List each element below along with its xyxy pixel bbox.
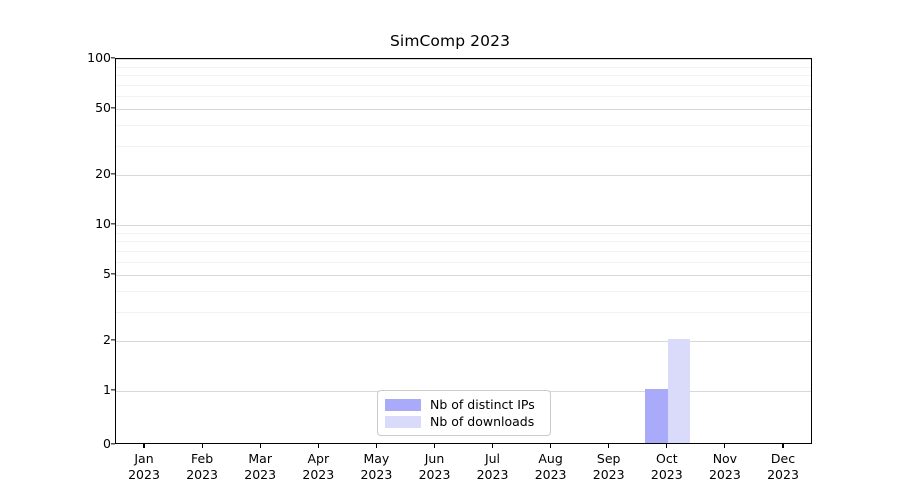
x-axis-tick-label: Feb 2023 [167,451,237,483]
x-axis-tick-mark [666,444,668,448]
x-axis-tick-mark [317,444,319,448]
x-axis-tick-month: Oct [655,451,678,466]
x-axis-tick-month: Mar [248,451,272,466]
y-axis-tick-mark [111,223,115,225]
x-axis-tick-label: Apr 2023 [283,451,353,483]
y-axis-tick-mark [111,339,115,341]
legend-item-downloads: Nb of downloads [385,413,542,430]
x-axis-tick-mark [143,444,145,448]
gridline [116,95,811,97]
gridline [116,250,811,252]
x-axis-tick-mark [491,444,494,448]
gridline [116,291,811,292]
y-axis-tick-mark [111,389,115,391]
x-axis-tick-label: Mar 2023 [225,451,295,483]
legend-item-distinct-ips: Nb of distinct IPs [385,396,542,413]
gridline [116,311,811,313]
x-axis-tick-month: Nov [712,451,738,466]
x-axis-tick-month: Sep [596,451,621,466]
x-axis-tick-mark [433,444,436,448]
y-axis-tick-mark [111,173,115,175]
x-axis-tick-month: Apr [307,451,330,466]
x-axis-tick-label: May 2023 [341,451,411,483]
x-axis: Jan 2023 Feb 2023 Mar 2023 Apr 2023 May 2023 Jun 20… [115,444,812,494]
gridline [116,59,811,60]
x-axis-tick-month: Jun [424,451,445,466]
x-axis-tick-mark [550,444,552,448]
x-axis-tick-year: 2023 [767,467,799,482]
y-axis-tick-label: 20 [95,165,111,181]
bar [645,389,668,443]
y-axis-tick-label: 1 [103,381,111,397]
y-axis-tick-labels: 0 1 2 5 10 20 50 100 [59,51,111,449]
gridline [116,75,811,77]
gridline [116,232,811,234]
x-axis-tick-label: Jun 2023 [400,451,470,483]
y-axis-tick-mark [111,273,115,275]
y-axis-tick-label: 100 [87,49,111,65]
x-axis-tick-year: 2023 [650,467,683,482]
y-axis-tick-mark [111,107,115,109]
x-axis-tick-label: Nov 2023 [690,451,760,483]
chart-legend: Nb of distinct IPs Nb of downloads [377,390,551,436]
x-axis-tick-year: 2023 [708,467,741,482]
gridline [116,84,811,86]
legend-label-downloads: Nb of downloads [430,414,535,429]
x-axis-tick-label: Aug 2023 [516,451,586,483]
y-axis-tick-label: 2 [103,331,111,347]
x-axis-tick-label: Oct 2023 [632,451,702,483]
x-axis-tick-label: Jul 2023 [458,451,528,483]
gridline [116,145,811,147]
y-axis-tick-label: 50 [95,99,111,115]
gridline [116,274,811,276]
gridline [116,175,811,176]
gridline [116,109,811,110]
x-axis-tick-year: 2023 [592,467,625,482]
x-axis-tick-year: 2023 [186,467,218,482]
page-title: SimComp 2023 [389,32,511,50]
x-axis-tick-month: Jul [484,451,501,466]
gridline [116,66,811,68]
x-axis-tick-year: 2023 [418,467,451,482]
x-axis-tick-year: 2023 [128,467,160,482]
x-axis-tick-mark [724,444,726,448]
y-axis-tick-marks [111,57,115,445]
x-axis-tick-month: Jan [134,451,154,466]
x-axis-tick-month: Feb [191,451,214,466]
x-axis-tick-mark [201,444,203,448]
gridline [116,225,811,226]
gridline [116,125,811,127]
x-axis-tick-year: 2023 [244,467,277,482]
x-axis-tick-month: May [363,451,390,466]
y-axis-tick-mark [111,443,115,445]
gridline [116,241,811,243]
legend-swatch-icon-downloads [385,415,421,428]
gridline [116,261,811,263]
x-axis-tick-label: Dec 2023 [748,451,818,483]
plot-area [115,58,812,444]
y-axis-tick-label: 5 [103,265,111,281]
x-axis-tick-mark [782,444,784,448]
x-axis-tick-year: 2023 [476,467,509,482]
legend-swatch-icon-distinct-ips [385,398,421,411]
x-axis-tick-month: Dec [770,451,796,466]
x-axis-tick-mark [375,444,377,448]
x-axis-tick-label: Sep 2023 [574,451,644,483]
x-axis-tick-year: 2023 [360,467,393,482]
legend-label-distinct-ips: Nb of distinct IPs [430,397,535,412]
x-axis-tick-year: 2023 [302,467,335,482]
gridline [116,341,811,342]
bar [667,339,691,443]
x-axis-tick-mark [608,444,610,448]
x-axis-tick-month: Aug [538,451,563,466]
x-axis-tick-label: Jan 2023 [109,451,179,483]
y-axis-tick-label: 10 [95,215,111,231]
y-axis-tick-label: 0 [103,435,111,451]
x-axis-tick-mark [259,444,261,448]
x-axis-tick-year: 2023 [534,467,567,482]
y-axis-tick-mark [111,57,115,59]
